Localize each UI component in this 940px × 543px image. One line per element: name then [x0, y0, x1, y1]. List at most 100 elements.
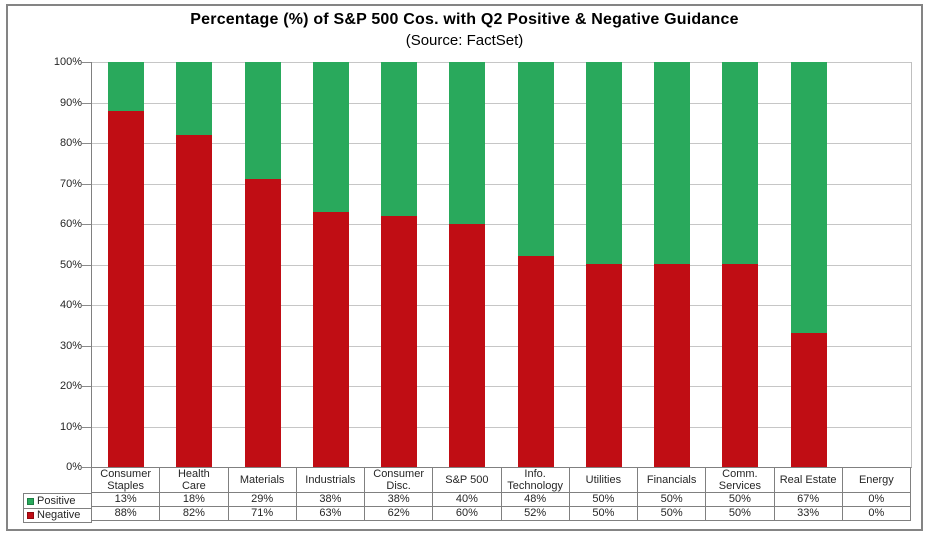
legend-item-positive: Positive [24, 494, 91, 508]
bar-segment-negative [176, 135, 213, 467]
table-value-cell: 50% [706, 507, 775, 520]
bar-segment-negative [244, 179, 281, 467]
gridline [92, 305, 911, 306]
legend-swatch-icon [27, 512, 34, 519]
table-value-cell: 33% [775, 507, 843, 520]
y-axis-tick-mark [82, 386, 91, 387]
y-axis-tick-mark [82, 467, 91, 468]
table-value-cell: 0% [843, 493, 911, 506]
category-header-cell: Utilities [570, 467, 638, 492]
category-header-cell: Info. Technology [502, 467, 570, 492]
data-table-header-row: Consumer Staples Health Care Materials Indu… [92, 467, 911, 493]
table-value-cell: 13% [92, 493, 161, 506]
gridline [92, 386, 911, 387]
bar-segment-positive [517, 62, 554, 256]
legend-swatch-icon [27, 497, 34, 505]
bar-segment-positive [108, 62, 145, 111]
legend-label: Negative [37, 509, 81, 521]
y-axis-tick-label: 20% [59, 380, 82, 392]
category-header-cell: Comm. Services [706, 467, 775, 492]
gridline [92, 102, 911, 104]
y-axis-tick-label: 0% [66, 461, 82, 473]
table-value-cell: 18% [160, 493, 229, 506]
chart-frame: Percentage (%) of S&P 500 Cos. with Q2 P… [6, 4, 923, 531]
y-axis-tick-mark [82, 264, 91, 266]
plot-area [91, 62, 912, 468]
y-axis-tick-label: 50% [59, 258, 82, 271]
table-value-cell: 82% [160, 507, 229, 520]
bar-segment-positive [654, 62, 691, 264]
table-value-cell: 62% [365, 507, 434, 520]
chart-title: Percentage (%) of S&P 500 Cos. with Q2 P… [190, 11, 739, 28]
category-header-cell: Consumer Staples [92, 467, 161, 492]
y-axis-tick-mark [82, 345, 91, 347]
bar-segment-negative [585, 264, 622, 467]
bar-segment-positive [585, 62, 622, 264]
table-value-cell: 50% [570, 507, 638, 520]
table-value-cell: 71% [229, 507, 297, 520]
table-value-cell: 48% [502, 493, 570, 506]
category-header-cell: Real Estate [775, 467, 843, 492]
bar-segment-negative [381, 216, 418, 467]
y-axis-tick-label: 70% [59, 177, 82, 190]
bar-segment-positive [722, 62, 759, 264]
data-table-row-positive: 13% 18% 29% 38% 38% 40% 48% 50% 50% 50% 67% 0% [92, 493, 911, 507]
bar-segment-positive [176, 62, 213, 135]
category-header-cell: S&P 500 [433, 467, 502, 492]
gridline [92, 143, 911, 144]
category-header-cell: Materials [229, 467, 297, 492]
y-axis-tick-mark [82, 183, 91, 185]
table-value-cell: 38% [297, 493, 365, 506]
table-value-cell: 50% [638, 493, 707, 506]
gridline [92, 62, 911, 63]
bar-segment-negative [108, 111, 145, 467]
table-value-cell: 38% [365, 493, 434, 506]
y-axis-tick-mark [82, 426, 91, 428]
table-value-cell: 52% [502, 507, 570, 520]
bar-segment-negative [449, 224, 486, 467]
legend-label: Positive [37, 494, 76, 507]
bar-segment-positive [790, 62, 827, 333]
bar-segment-positive [312, 62, 349, 212]
category-header-cell: Consumer Disc. [365, 467, 434, 492]
category-header-cell: Energy [843, 467, 911, 492]
table-value-cell: 50% [638, 507, 707, 520]
table-value-cell: 29% [229, 493, 297, 506]
table-value-cell: 63% [297, 507, 365, 520]
y-axis-tick-label: 60% [59, 218, 82, 230]
y-axis-tick-mark [82, 224, 91, 225]
gridline [92, 183, 911, 185]
y-axis-tick-mark [82, 62, 91, 63]
y-axis-tick-label: 90% [59, 96, 82, 109]
y-axis-tick-mark [82, 102, 91, 104]
bar-segment-positive [381, 62, 418, 216]
y-axis-tick-mark [82, 143, 91, 144]
gridline [92, 426, 911, 428]
category-header-cell: Health Care [160, 467, 229, 492]
bar-segment-negative [790, 333, 827, 467]
bar-segment-negative [654, 264, 691, 467]
bar-segment-positive [449, 62, 486, 224]
y-axis-tick-label: 30% [59, 339, 82, 352]
category-header-cell: Industrials [297, 467, 365, 492]
y-axis-tick-mark [82, 305, 91, 306]
gridline [92, 264, 911, 266]
y-axis-tick-label: 80% [59, 137, 82, 149]
table-value-cell: 50% [570, 493, 638, 506]
table-value-cell: 0% [843, 507, 911, 520]
gridline [92, 345, 911, 347]
bar-segment-negative [312, 212, 349, 467]
table-value-cell: 60% [433, 507, 502, 520]
table-value-cell: 88% [92, 507, 161, 520]
data-table-row-negative: 88% 82% 71% 63% 62% 60% 52% 50% 50% 50% 33% 0% [92, 507, 911, 521]
legend: Positive Negative [23, 493, 92, 523]
y-axis-tick-label: 40% [59, 299, 82, 311]
category-header-cell: Financials [638, 467, 707, 492]
bar-segment-negative [517, 256, 554, 467]
table-value-cell: 50% [706, 493, 775, 506]
y-axis-tick-label: 100% [53, 56, 82, 68]
chart-subtitle: (Source: FactSet) [405, 32, 524, 49]
legend-item-negative: Negative [24, 508, 91, 522]
data-table: Consumer Staples Health Care Materials Indu… [91, 467, 911, 521]
table-value-cell: 40% [433, 493, 502, 506]
